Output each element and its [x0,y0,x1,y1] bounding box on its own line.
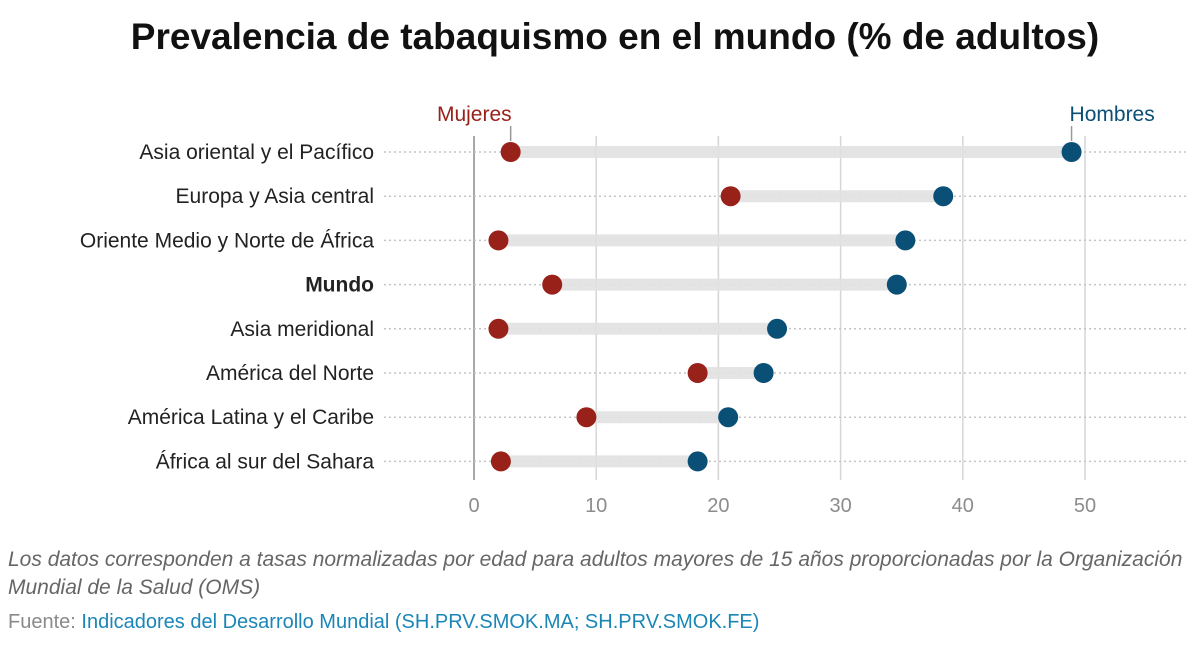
chart-note: Los datos corresponden a tasas normaliza… [8,548,1183,599]
dot-hombres [933,186,954,207]
dot-hombres [718,407,739,428]
dot-hombres [895,230,916,251]
dot-mujeres [720,186,741,207]
x-tick-label: 40 [952,495,974,517]
source-link[interactable]: Indicadores del Desarrollo Mundial (SH.P… [81,611,760,633]
category-label: Asia meridional [230,318,374,341]
category-label: África al sur del Sahara [156,450,375,473]
legend-label-mujeres: Mujeres [437,103,512,126]
category-label: Asia oriental y el Pacífico [139,141,374,164]
x-tick-label: 0 [468,495,479,517]
dot-hombres [1061,142,1082,162]
category-label: Europa y Asia central [176,185,374,208]
dot-mujeres [687,363,708,383]
category-label: Oriente Medio y Norte de África [80,229,374,252]
source-line: Fuente: Indicadores del Desarrollo Mundi… [8,611,759,634]
dot-mujeres [576,407,597,428]
dot-hombres [767,318,788,339]
x-tick-label: 20 [707,495,729,517]
x-tick-label: 10 [585,495,607,517]
dot-hombres [886,274,907,295]
category-label: Mundo [305,274,374,297]
x-tick-label: 50 [1074,495,1096,517]
x-tick-label: 30 [829,495,851,517]
dot-mujeres [500,142,521,162]
dot-mujeres [488,318,509,339]
dot-mujeres [490,451,511,472]
category-label: América Latina y el Caribe [128,406,374,429]
chart-title: Prevalencia de tabaquismo en el mundo (%… [130,16,1100,57]
dot-mujeres [488,230,509,251]
legend-label-hombres: Hombres [1070,103,1155,126]
dot-mujeres [542,274,563,295]
dot-hombres [687,451,708,472]
category-label: América del Norte [206,362,374,385]
source-label: Fuente: [8,611,82,633]
dot-hombres [753,363,774,383]
